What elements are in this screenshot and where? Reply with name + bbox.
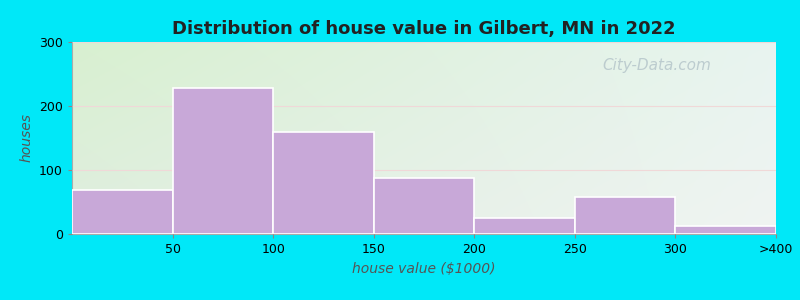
Bar	[374, 178, 474, 234]
Text: City-Data.com: City-Data.com	[602, 58, 710, 73]
X-axis label: house value ($1000): house value ($1000)	[352, 262, 496, 276]
Bar	[575, 197, 675, 234]
Y-axis label: houses: houses	[19, 113, 34, 163]
Title: Distribution of house value in Gilbert, MN in 2022: Distribution of house value in Gilbert, …	[172, 20, 676, 38]
Bar	[675, 226, 776, 234]
Bar	[474, 218, 575, 234]
Bar	[173, 88, 273, 234]
Bar	[273, 132, 374, 234]
Bar	[72, 190, 173, 234]
